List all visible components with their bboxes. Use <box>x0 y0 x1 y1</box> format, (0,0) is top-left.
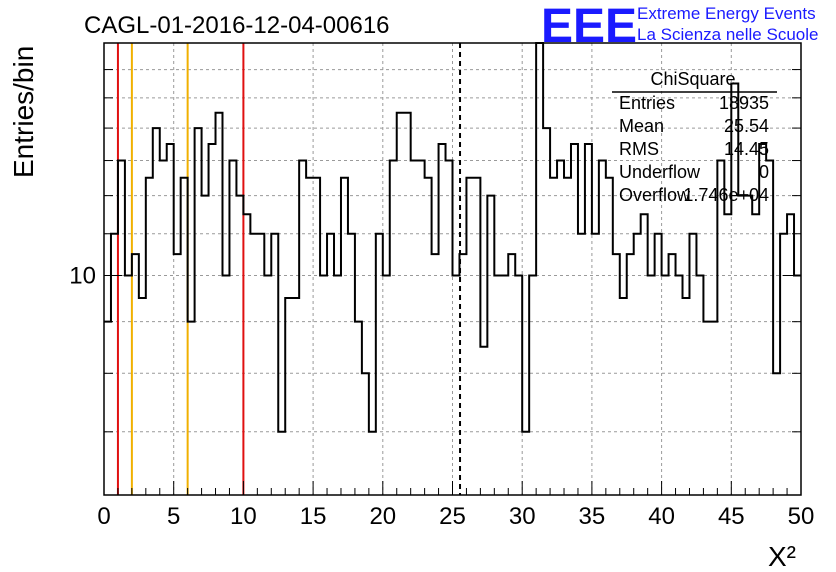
x-tick-label: 10 <box>230 503 257 530</box>
x-axis-label: X² <box>768 541 796 572</box>
stats-row-value: 0 <box>759 162 769 182</box>
histogram-series <box>104 42 801 433</box>
x-tick-label: 50 <box>788 503 815 530</box>
stats-row-value: 18935 <box>719 93 769 113</box>
stats-row-label: Mean <box>619 116 664 136</box>
eee-logo-mark: EEE <box>541 0 637 53</box>
threshold-lines <box>116 43 462 495</box>
x-tick-label: 0 <box>97 503 110 530</box>
y-axis-label: Entries/bin <box>8 46 39 178</box>
stats-row-label: RMS <box>619 139 659 159</box>
stats-row-value: 25.54 <box>724 116 769 136</box>
eee-logo: EEE Extreme Energy Events La Scienza nel… <box>541 0 818 53</box>
x-tick-label: 25 <box>439 503 466 530</box>
stats-row-label: Underflow <box>619 162 701 182</box>
chart-title: CAGL-01-2016-12-04-00616 <box>84 12 390 39</box>
eee-logo-line1: Extreme Energy Events <box>637 4 816 23</box>
x-tick-label: 30 <box>509 503 536 530</box>
stats-row-label: Overflow <box>619 185 691 205</box>
y-tick-label: 10 <box>69 263 96 290</box>
x-tick-label: 20 <box>369 503 396 530</box>
stats-box: ChiSquare Entries 18935 Mean 25.54 RMS 14.45 U… <box>612 69 777 205</box>
x-tick-label: 35 <box>579 503 606 530</box>
axis-ticks <box>103 42 802 495</box>
stats-box-name: ChiSquare <box>650 69 735 89</box>
x-tick-labels: 0 5 10 15 20 25 30 35 40 45 50 <box>97 503 814 530</box>
x-tick-label: 15 <box>300 503 327 530</box>
x-tick-label: 45 <box>718 503 745 530</box>
x-tick-label: 5 <box>167 503 180 530</box>
eee-logo-line2: La Scienza nelle Scuole <box>637 25 818 44</box>
stats-row-value: 14.45 <box>724 139 769 159</box>
stats-row-label: Entries <box>619 93 675 113</box>
x-tick-label: 40 <box>648 503 675 530</box>
stats-row-value: 1.746e+04 <box>683 185 769 205</box>
y-tick-labels: 10 <box>69 263 96 290</box>
